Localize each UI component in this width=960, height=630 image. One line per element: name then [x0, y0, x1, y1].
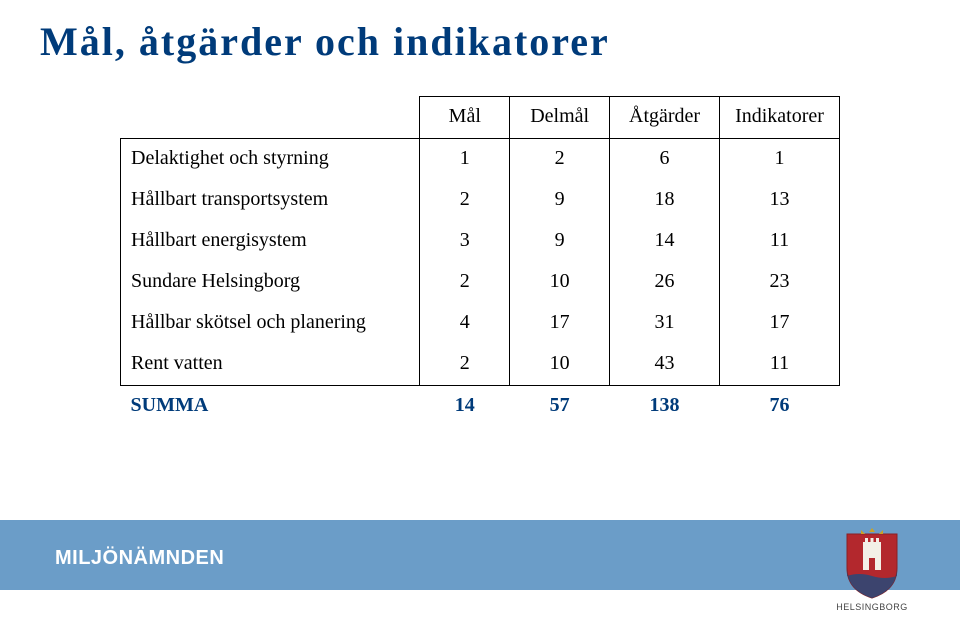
- row-value: 4: [420, 303, 510, 344]
- row-value: 43: [610, 344, 720, 386]
- row-label: Sundare Helsingborg: [121, 262, 420, 303]
- row-value: 13: [720, 180, 840, 221]
- table-row: Hållbart energisystem391411: [121, 221, 840, 262]
- table-header-indikatorer: Indikatorer: [720, 97, 840, 139]
- row-value: 23: [720, 262, 840, 303]
- row-label: Hållbar skötsel och planering: [121, 303, 420, 344]
- table-header-atgarder: Åtgärder: [610, 97, 720, 139]
- row-value: 1: [720, 139, 840, 181]
- table-header-delmal: Delmål: [510, 97, 610, 139]
- summary-value: 138: [610, 386, 720, 428]
- logo-text: HELSINGBORG: [836, 602, 908, 612]
- page-title: Mål, åtgärder och indikatorer: [40, 18, 610, 65]
- row-label: Delaktighet och styrning: [121, 139, 420, 181]
- row-value: 2: [420, 262, 510, 303]
- table-header-empty: [121, 97, 420, 139]
- table-row: Hållbar skötsel och planering4173117: [121, 303, 840, 344]
- row-value: 17: [720, 303, 840, 344]
- table-summary-row: SUMMA145713876: [121, 386, 840, 428]
- row-value: 1: [420, 139, 510, 181]
- row-value: 2: [420, 344, 510, 386]
- row-value: 6: [610, 139, 720, 181]
- crest-icon: [841, 528, 903, 600]
- row-value: 11: [720, 344, 840, 386]
- row-value: 11: [720, 221, 840, 262]
- row-value: 17: [510, 303, 610, 344]
- table-header-row: Mål Delmål Åtgärder Indikatorer: [121, 97, 840, 139]
- table-header-mal: Mål: [420, 97, 510, 139]
- summary-value: 57: [510, 386, 610, 428]
- table-row: Rent vatten2104311: [121, 344, 840, 386]
- row-label: Hållbart transportsystem: [121, 180, 420, 221]
- summary-label: SUMMA: [121, 386, 420, 428]
- row-value: 2: [510, 139, 610, 181]
- row-value: 9: [510, 221, 610, 262]
- footer-label: MILJÖNÄMNDEN: [55, 547, 224, 570]
- table-row: Hållbart transportsystem291813: [121, 180, 840, 221]
- row-value: 10: [510, 262, 610, 303]
- helsingborg-logo: HELSINGBORG: [832, 520, 912, 612]
- row-value: 14: [610, 221, 720, 262]
- row-label: Rent vatten: [121, 344, 420, 386]
- summary-value: 76: [720, 386, 840, 428]
- table-row: Delaktighet och styrning1261: [121, 139, 840, 181]
- row-label: Hållbart energisystem: [121, 221, 420, 262]
- row-value: 3: [420, 221, 510, 262]
- table-row: Sundare Helsingborg2102623: [121, 262, 840, 303]
- row-value: 10: [510, 344, 610, 386]
- data-table: Mål Delmål Åtgärder Indikatorer Delaktig…: [120, 96, 840, 427]
- summary-value: 14: [420, 386, 510, 428]
- row-value: 26: [610, 262, 720, 303]
- row-value: 18: [610, 180, 720, 221]
- row-value: 2: [420, 180, 510, 221]
- row-value: 31: [610, 303, 720, 344]
- row-value: 9: [510, 180, 610, 221]
